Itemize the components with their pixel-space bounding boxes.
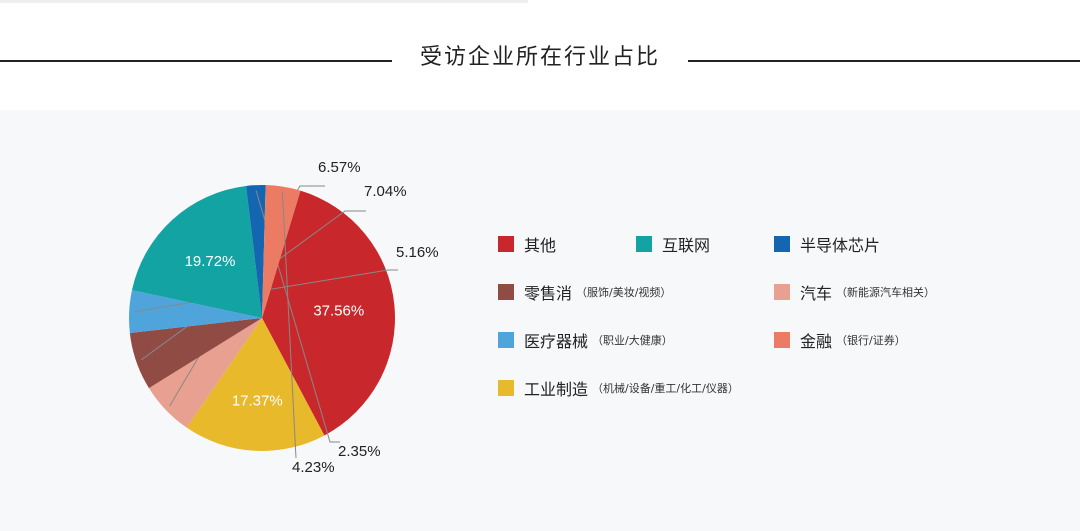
legend-label: 金融 [800, 332, 833, 351]
pie-slice-3 [129, 318, 262, 389]
legend-swatch [498, 236, 514, 252]
slice-label-1: 19.72% [185, 253, 236, 270]
legend-item-6: 金融 （银行/证券） [774, 328, 906, 352]
legend-item-1: 互联网 [636, 232, 710, 256]
callout-line-6 [281, 191, 297, 459]
pie-slice-2 [246, 185, 266, 318]
pie-slice-4 [148, 318, 262, 428]
slice-label-4: 6.57% [318, 159, 361, 176]
legend-swatch [498, 380, 514, 396]
title-rule-right [688, 60, 1080, 62]
pie-slice-5 [129, 290, 262, 333]
pie-slice-0 [262, 190, 396, 436]
pie-slice-1 [131, 185, 262, 318]
legend-label: 汽车 [800, 284, 833, 303]
slice-label-6: 4.23% [292, 459, 335, 476]
legend-item-4: 汽车 （新能源汽车相关） [774, 280, 935, 304]
legend-label: 医疗器械 [524, 332, 589, 351]
legend-note: （职业/大健康） [592, 334, 673, 347]
slice-label-2: 2.35% [338, 443, 381, 460]
legend-item-3: 零售消 （服饰/美妆/视频） [498, 280, 671, 304]
legend-label: 工业制造 [524, 380, 589, 399]
slice-label-7: 17.37% [232, 392, 283, 409]
slice-label-3: 7.04% [364, 183, 407, 200]
slice-label-0: 37.56% [313, 302, 364, 319]
legend-swatch [636, 236, 652, 252]
legend-label: 互联网 [662, 236, 711, 255]
legend-item-0: 其他 [498, 232, 556, 256]
callout-line-2 [255, 190, 340, 443]
legend-item-7: 工业制造 （机械/设备/重工/化工/仪器） [498, 376, 739, 400]
legend-note: （服饰/美妆/视频） [576, 286, 672, 299]
legend-item-5: 医疗器械 （职业/大健康） [498, 328, 673, 352]
legend-note: （机械/设备/重工/化工/仪器） [592, 382, 739, 395]
pie-slice-6 [262, 185, 301, 318]
legend: 其他 互联网 半导体芯片零售消 （服饰/美妆/视频） 汽车 （新能源汽车相关） 医疗器械 （职… [498, 232, 1058, 412]
legend-swatch [498, 332, 514, 348]
top-divider [0, 0, 528, 3]
pie-slice-7 [186, 318, 325, 452]
slice-label-5: 5.16% [396, 244, 439, 261]
legend-swatch [774, 332, 790, 348]
legend-note: （新能源汽车相关） [836, 286, 936, 299]
legend-label: 零售消 [524, 284, 573, 303]
legend-item-2: 半导体芯片 [774, 232, 880, 256]
legend-label: 其他 [524, 236, 557, 255]
page-title: 受访企业所在行业占比 [419, 45, 660, 70]
title-rule-left [0, 60, 392, 62]
legend-swatch [498, 284, 514, 300]
legend-note: （银行/证券） [836, 334, 906, 347]
pie-chart: 37.56% 17.37% 6.57%7.04% 5.16% 19.72% 2.35%4.… [129, 159, 439, 476]
legend-swatch [774, 236, 790, 252]
legend-label: 半导体芯片 [800, 236, 881, 255]
legend-swatch [774, 284, 790, 300]
